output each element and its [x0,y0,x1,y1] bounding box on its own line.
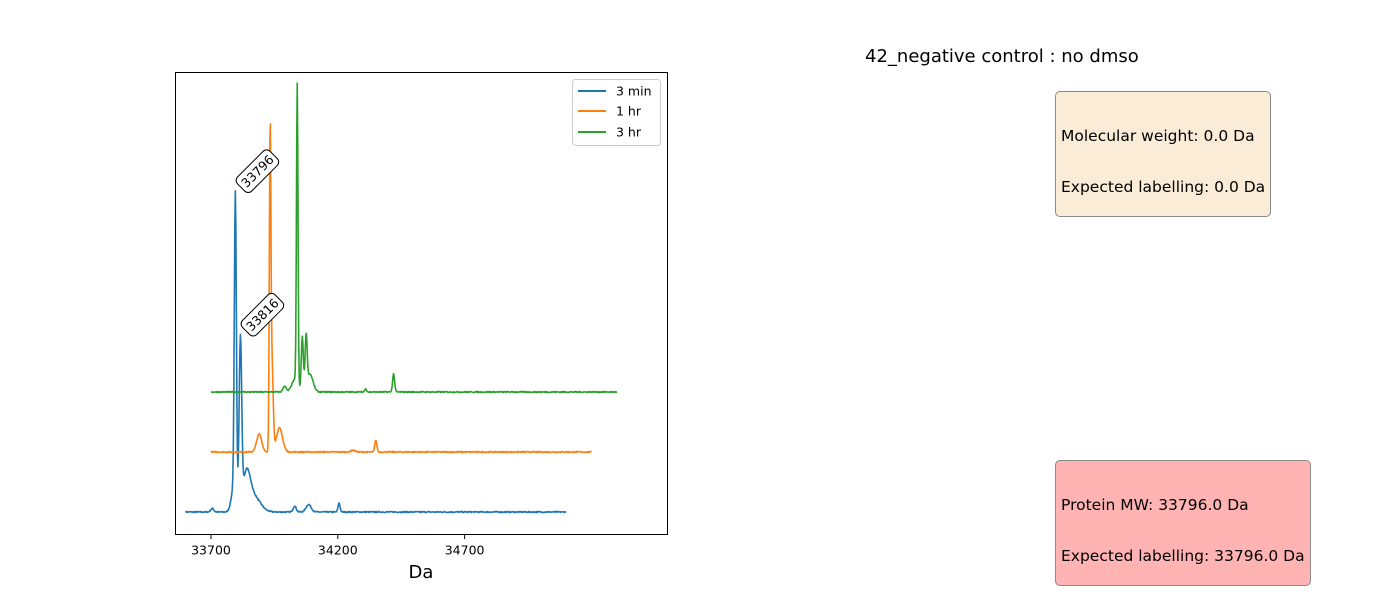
annotation-layer: 33796 33816 [235,149,285,337]
x-tick-label: 34700 [445,543,485,558]
protein-expected-labelling-text: Expected labelling: 33796.0 Da [1061,547,1305,565]
annotation-box [235,149,280,193]
legend-entry-3-hr: 3 hr [578,125,642,140]
plot-frame [175,72,668,535]
legend-entry-3-min: 3 min [578,84,652,99]
figure-title: 42_negative control : no dmso [865,46,1139,67]
series-line-3-min [184,189,567,514]
x-axis-label: Da [409,562,434,583]
molecular-weight-box: Molecular weight: 0.0 Da Expected labell… [1055,91,1272,217]
series-line-3-hr [210,82,618,394]
series-layer [184,82,618,514]
legend: 3 min 1 hr 3 hr [572,79,661,146]
x-tick-label: 34200 [318,543,358,558]
legend-entry-1-hr: 1 hr [578,104,642,119]
peak-annotation-33816: 33816 [240,292,285,337]
x-tick-label: 33700 [191,543,231,558]
expected-labelling-text: Expected labelling: 0.0 Da [1061,178,1266,196]
legend-label: 3 min [616,84,652,99]
molecular-weight-text: Molecular weight: 0.0 Da [1061,127,1255,145]
series-line-1-hr [210,123,593,454]
legend-label: 3 hr [616,125,642,140]
legend-label: 1 hr [616,104,642,119]
legend-frame [572,79,661,146]
x-axis: 33700 34200 34700 [191,534,485,558]
protein-mw-box: Protein MW: 33796.0 Da Expected labellin… [1055,460,1311,586]
peak-annotation-33796: 33796 [235,149,280,193]
protein-mw-text: Protein MW: 33796.0 Da [1061,496,1249,514]
annotation-box [240,292,285,337]
